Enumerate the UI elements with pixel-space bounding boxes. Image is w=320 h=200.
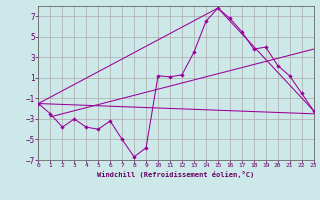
X-axis label: Windchill (Refroidissement éolien,°C): Windchill (Refroidissement éolien,°C) [97,171,255,178]
